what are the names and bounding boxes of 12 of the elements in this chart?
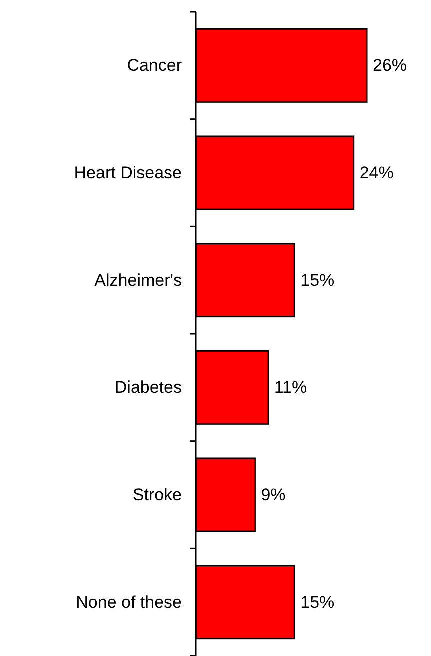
- y-tick-label: Alzheimer's: [94, 270, 182, 290]
- data-label: 15%: [300, 270, 335, 290]
- data-label: 9%: [261, 486, 286, 504]
- data-label: 26%: [373, 56, 408, 76]
- data-label: 15%: [300, 592, 335, 612]
- y-tick-label: Diabetes: [114, 378, 182, 398]
- y-tick-label: Heart Disease: [74, 164, 182, 182]
- y-tick-label: Cancer: [127, 56, 182, 76]
- data-label: 24%: [360, 164, 394, 182]
- y-tick-label: None of these: [76, 592, 182, 612]
- data-label: 11%: [274, 378, 308, 398]
- y-tick-label: Stroke: [132, 486, 182, 504]
